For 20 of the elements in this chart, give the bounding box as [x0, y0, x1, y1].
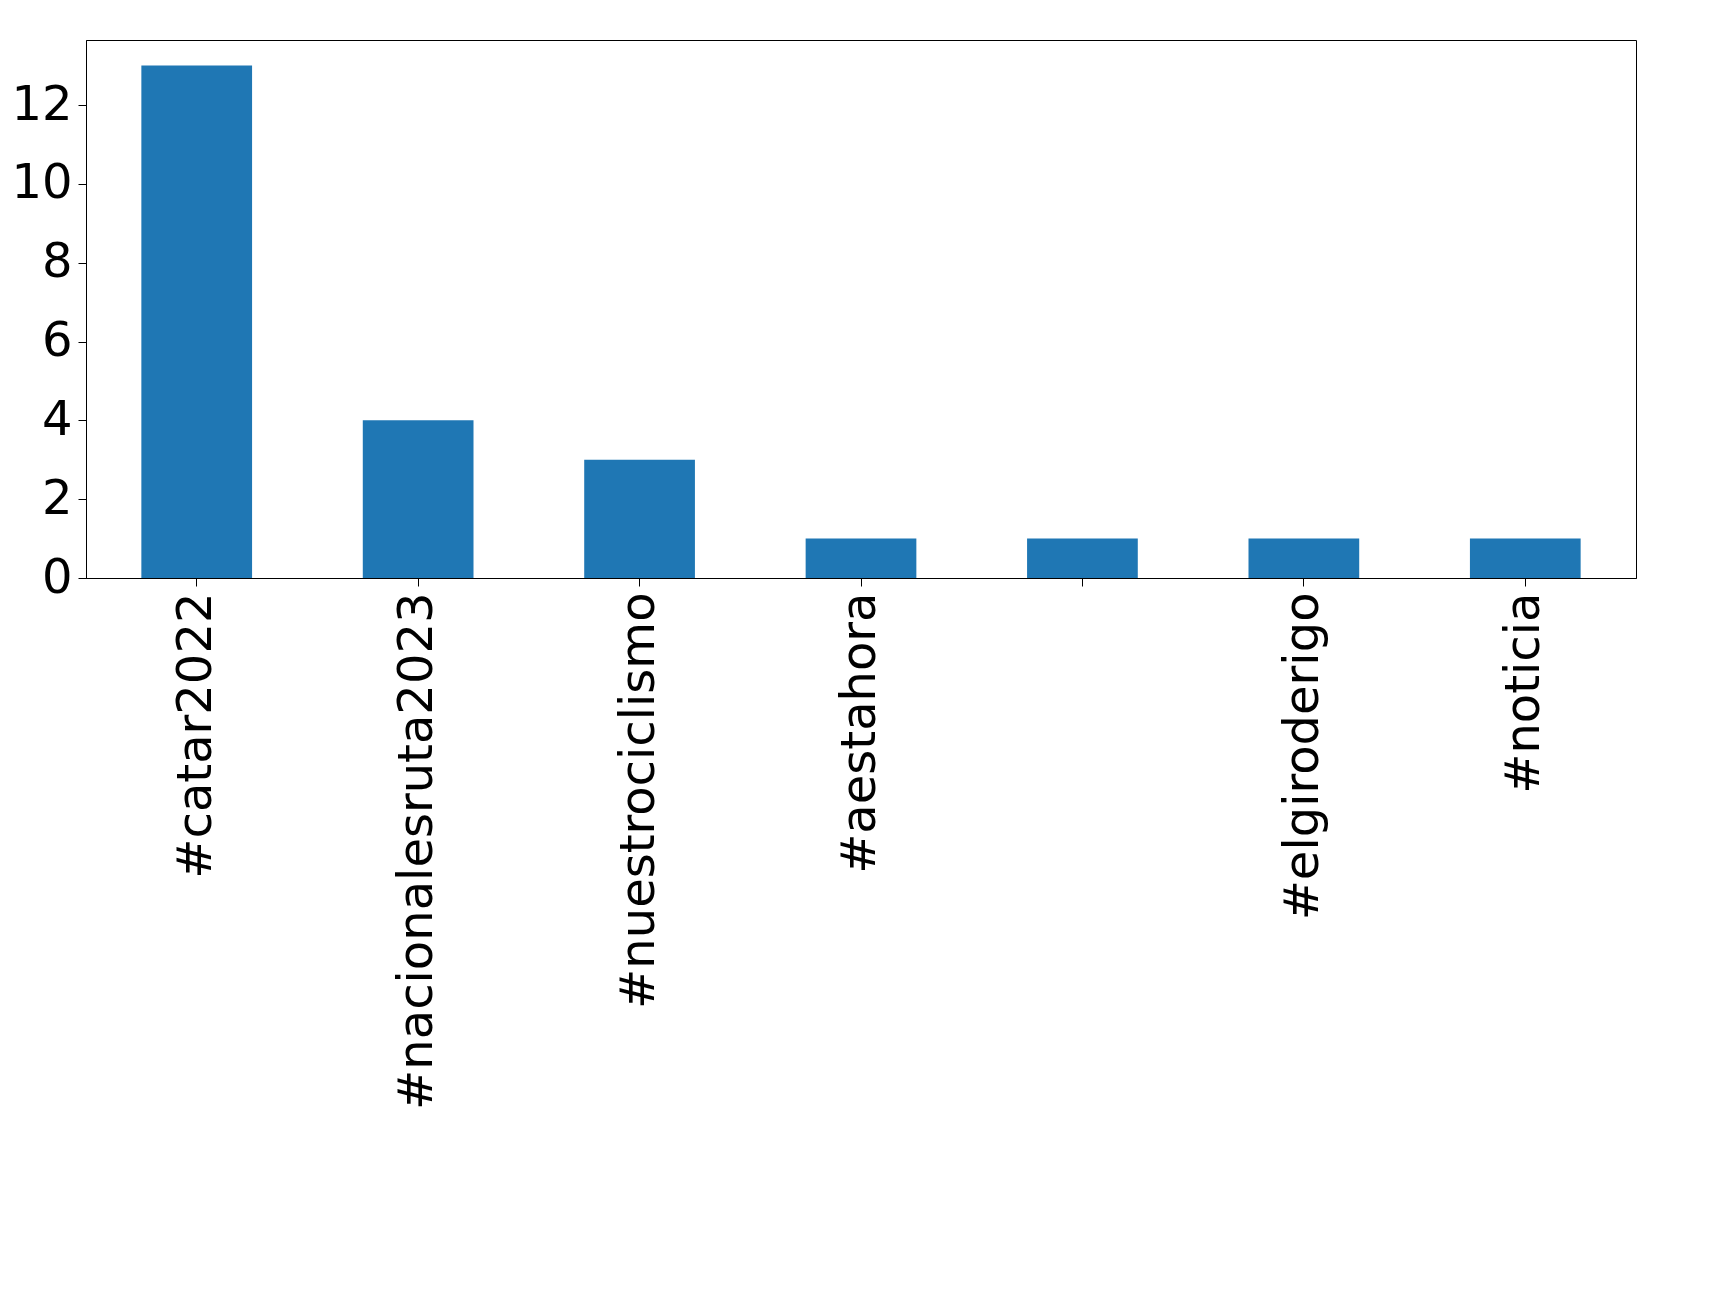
x-tick-label: #nuestrociclismo [608, 592, 665, 1009]
bar [805, 538, 917, 578]
x-tick-label: #elgiroderigo [1272, 592, 1329, 921]
y-tick-label: 12 [11, 74, 73, 131]
y-tick-label: 10 [11, 153, 73, 210]
y-tick-label: 2 [41, 468, 73, 525]
bar [1469, 538, 1581, 578]
x-tick-label: #noticia [1494, 592, 1551, 794]
bar [362, 420, 474, 578]
bar [1027, 538, 1138, 578]
y-tick-label: 8 [41, 232, 73, 289]
bar [584, 459, 695, 578]
x-tick-label: #catar2022 [165, 592, 222, 879]
y-tick-label: 6 [41, 311, 73, 368]
y-tick-label: 0 [41, 547, 73, 604]
bar [141, 65, 253, 578]
bar [1248, 538, 1360, 578]
y-tick-label: 4 [41, 389, 73, 446]
x-tick-label: #aestahora [830, 592, 886, 874]
x-tick-label: #nacionalesruta2023 [387, 592, 444, 1110]
